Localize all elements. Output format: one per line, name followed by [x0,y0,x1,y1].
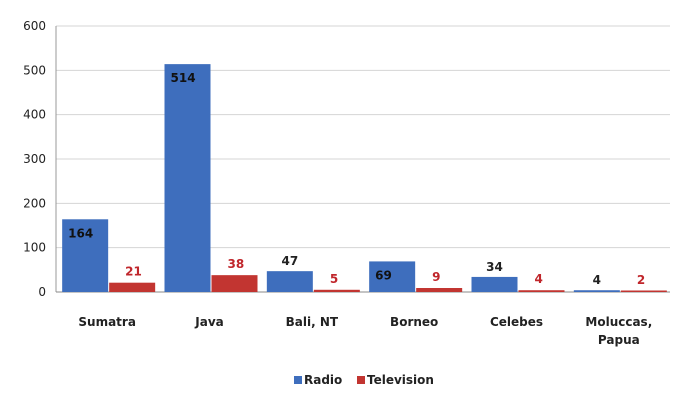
bar-radio [573,290,620,292]
x-category-label: Borneo [390,315,438,329]
x-category-label: Papua [598,333,640,347]
legend-label-television: Television [367,373,434,387]
data-label-radio: 34 [486,260,503,274]
data-label-television: 2 [637,273,645,287]
data-label-television: 38 [228,257,245,271]
bar-radio [62,219,109,292]
bar-radio [471,276,518,292]
y-tick-label: 600 [23,19,46,33]
y-tick-label: 300 [23,152,46,166]
legend-label-radio: Radio [304,373,342,387]
data-label-television: 4 [535,272,543,286]
y-tick-label: 400 [23,108,46,122]
data-label-radio: 164 [68,226,93,240]
x-category-label: Moluccas, [585,315,652,329]
data-label-radio: 514 [171,71,196,85]
bar-radio [266,271,313,292]
bar-television [518,290,565,292]
x-category-label: Bali, NT [286,315,339,329]
data-label-radio: 4 [593,273,601,287]
data-label-television: 21 [125,265,142,279]
bar-television [109,282,156,292]
legend-swatch-radio [294,376,302,384]
y-tick-label: 0 [38,285,46,299]
y-tick-label: 100 [23,241,46,255]
data-label-radio: 69 [375,268,392,282]
y-tick-label: 500 [23,63,46,77]
data-label-television: 9 [432,270,440,284]
x-category-label: Java [194,315,223,329]
data-label-television: 5 [330,272,338,286]
bar-television [313,289,360,292]
bar-television [211,275,258,292]
bar-radio [369,261,416,292]
x-category-label: Celebes [490,315,543,329]
bar-radio [164,64,211,292]
bar-television [416,288,463,292]
data-label-radio: 47 [281,254,298,268]
y-tick-label: 200 [23,196,46,210]
legend-swatch-television [357,376,365,384]
bar-television [620,290,667,292]
x-category-label: Sumatra [78,315,136,329]
